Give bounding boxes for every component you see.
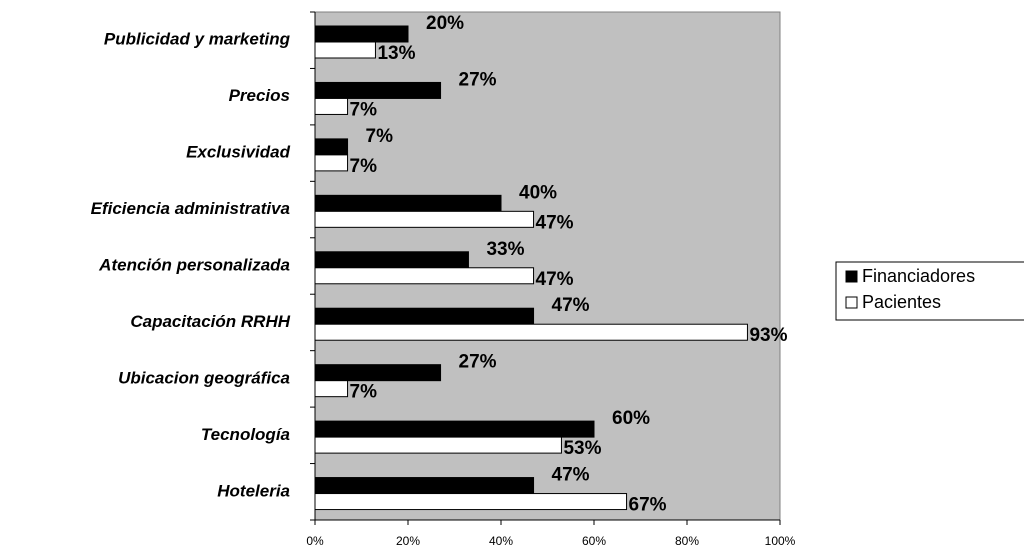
- value-label: 47%: [552, 295, 590, 316]
- bar: [314, 41, 376, 59]
- x-tick-label: 0%: [306, 534, 324, 548]
- value-label: 33%: [486, 239, 524, 260]
- category-label: Capacitación RRHH: [130, 312, 290, 331]
- legend-swatch: [845, 270, 858, 283]
- legend-label: Financiadores: [862, 266, 975, 286]
- x-tick-label: 80%: [675, 534, 699, 548]
- legend-box: [835, 261, 1024, 321]
- bar: [314, 364, 442, 382]
- bar: [314, 420, 595, 438]
- x-tick-label: 60%: [582, 534, 606, 548]
- bar: [314, 81, 442, 99]
- value-label: 7%: [350, 156, 378, 177]
- bar: [314, 210, 535, 228]
- value-label: 93%: [749, 325, 787, 346]
- value-label: 27%: [459, 69, 497, 90]
- bar: [314, 138, 349, 156]
- value-label: 47%: [536, 212, 574, 233]
- bar: [314, 323, 748, 341]
- value-label: 67%: [629, 495, 667, 516]
- bar: [314, 25, 409, 43]
- value-label: 7%: [350, 99, 378, 120]
- value-label: 47%: [536, 269, 574, 290]
- bar: [314, 307, 535, 325]
- value-label: 20%: [426, 13, 464, 34]
- bar: [314, 251, 469, 269]
- category-label: Eficiencia administrativa: [91, 199, 290, 218]
- bar: [314, 493, 628, 511]
- value-label: 47%: [552, 465, 590, 486]
- category-label: Exclusividad: [186, 143, 291, 162]
- bar: [314, 267, 535, 285]
- legend-swatch: [845, 296, 858, 309]
- bar: [314, 380, 349, 398]
- legend-label: Pacientes: [862, 292, 941, 312]
- bar: [314, 477, 535, 495]
- bar: [314, 194, 502, 212]
- bar: [314, 154, 349, 172]
- bar: [314, 97, 349, 115]
- x-tick-label: 40%: [489, 534, 513, 548]
- category-label: Precios: [229, 86, 290, 105]
- value-label: 7%: [350, 382, 378, 403]
- value-label: 7%: [366, 126, 394, 147]
- category-label: Hoteleria: [217, 481, 290, 500]
- value-label: 27%: [459, 352, 497, 373]
- value-label: 53%: [563, 438, 601, 459]
- bar: [314, 436, 562, 454]
- value-label: 13%: [377, 43, 415, 64]
- category-label: Ubicacion geográfica: [118, 368, 290, 387]
- category-label: Publicidad y marketing: [104, 30, 291, 49]
- x-tick-label: 20%: [396, 534, 420, 548]
- value-label: 60%: [612, 408, 650, 429]
- x-tick-label: 100%: [765, 534, 796, 548]
- category-label: Tecnología: [201, 425, 290, 444]
- category-label: Atención personalizada: [98, 255, 290, 274]
- value-label: 40%: [519, 182, 557, 203]
